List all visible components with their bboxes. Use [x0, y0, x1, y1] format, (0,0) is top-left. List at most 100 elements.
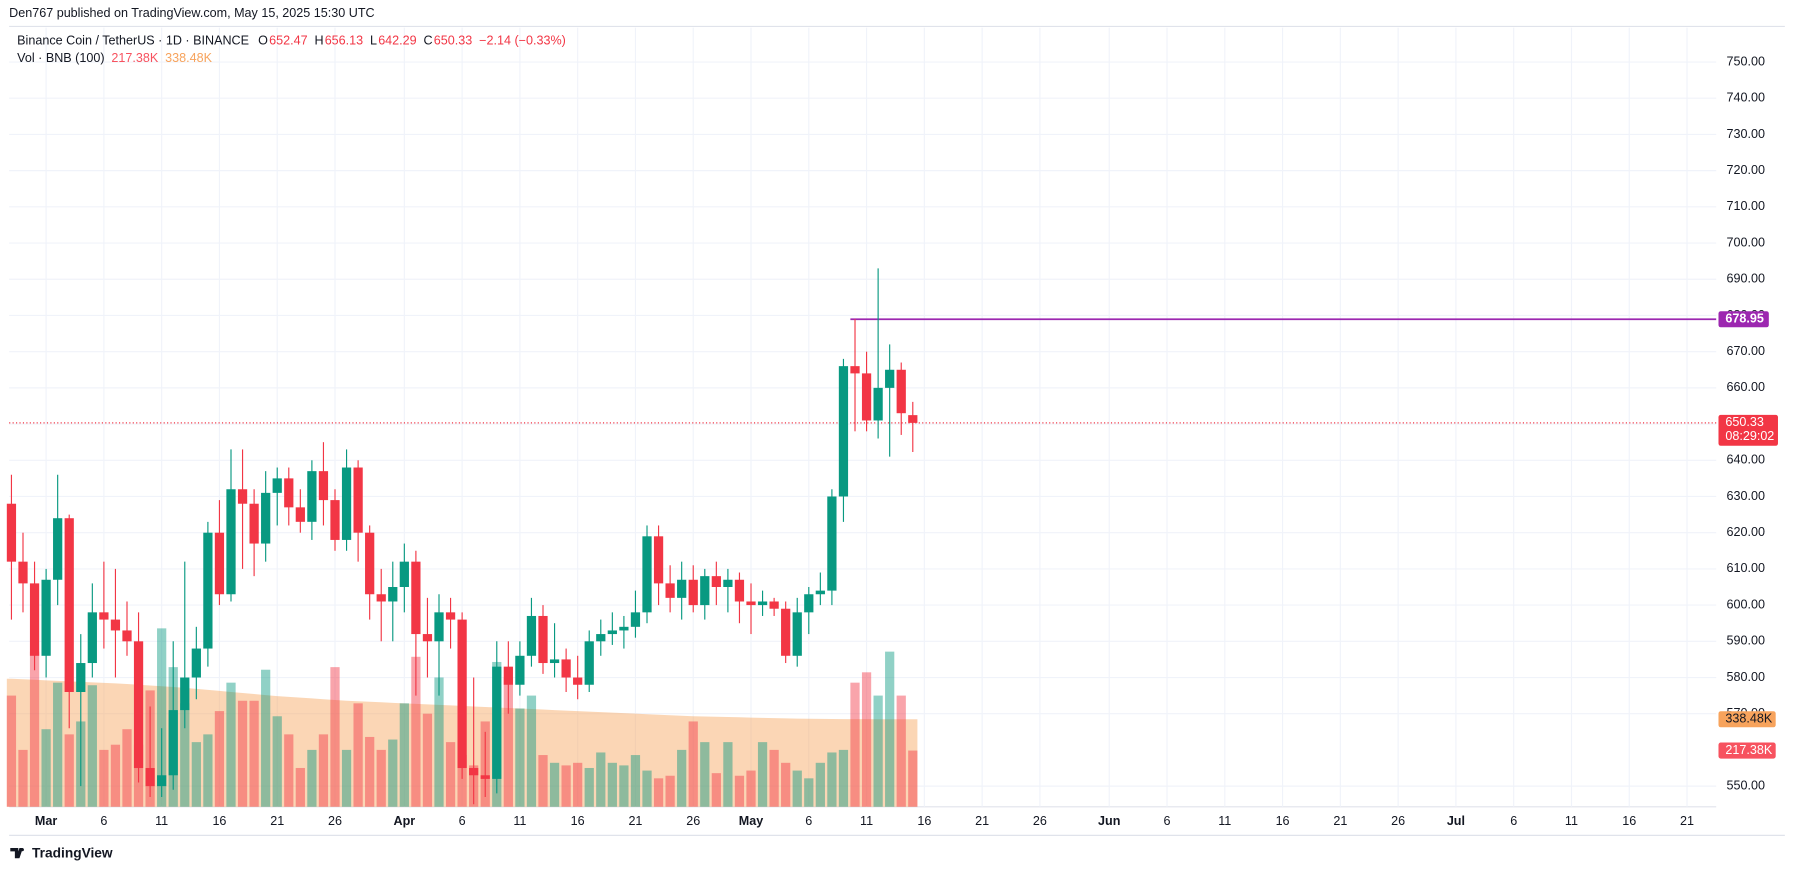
volume-name: Vol · BNB (100)	[17, 51, 104, 65]
volume-bar	[619, 765, 629, 807]
candle-body	[677, 579, 687, 598]
volume-bar	[896, 695, 906, 807]
volume-bar	[734, 775, 745, 807]
x-tick-label: 26	[1391, 814, 1405, 828]
y-tick-label: 630.00	[1726, 489, 1764, 503]
volume-bar	[122, 729, 132, 807]
tv-logo	[10, 847, 24, 859]
candle-body	[688, 579, 698, 606]
volume-bar	[757, 742, 768, 807]
volume-bar	[284, 734, 294, 807]
y-tick-label: 580.00	[1726, 670, 1764, 684]
candle-body	[792, 612, 802, 656]
y-tick-label: 640.00	[1726, 453, 1764, 467]
candle-body	[284, 478, 294, 508]
volume-bar	[6, 695, 17, 807]
volume-bar	[41, 729, 51, 807]
y-tick-label: 710.00	[1726, 199, 1764, 213]
volume-bar	[908, 750, 918, 807]
volume-badge-label: 217.38K	[1725, 743, 1772, 757]
x-tick-label: Jun	[1098, 814, 1120, 828]
volume-bar	[272, 716, 282, 807]
x-tick-label: 6	[459, 814, 466, 828]
x-tick-label: 26	[1033, 814, 1047, 828]
volume-bar	[596, 752, 606, 807]
volume-bar	[861, 672, 872, 807]
volume-bar	[180, 703, 190, 807]
legend-key: C	[424, 34, 433, 48]
volume-bar	[642, 770, 652, 807]
volume-bar	[607, 762, 617, 807]
volume-bar	[388, 739, 398, 807]
candle-body	[469, 768, 479, 776]
x-tick-label: 21	[1333, 814, 1347, 828]
volume-bar	[226, 682, 236, 807]
volume-bar	[515, 708, 525, 807]
x-tick-label: 11	[860, 814, 873, 828]
volume-value: 217.38K	[111, 51, 158, 65]
candle-body	[711, 576, 721, 588]
x-tick-label: 6	[805, 814, 812, 828]
volume-bar	[850, 682, 860, 807]
candle-body	[191, 648, 201, 678]
volume-ma-badge-label: 338.48K	[1725, 712, 1772, 726]
candle-body	[122, 630, 132, 642]
candle-body	[41, 579, 51, 656]
candle-body	[480, 775, 490, 779]
candle-body	[561, 659, 571, 678]
candle-body	[110, 619, 121, 631]
candle-body	[237, 489, 248, 504]
candle-body	[503, 666, 513, 685]
line-price-badge	[1718, 311, 1769, 328]
x-tick-label: 26	[328, 814, 342, 828]
candle-body	[769, 601, 779, 609]
volume-bar	[99, 749, 109, 807]
volume-bar	[746, 770, 756, 807]
candle-body	[538, 615, 548, 664]
volume-bar	[549, 762, 560, 807]
legend-value: 642.29	[378, 34, 416, 48]
x-tick-label: 11	[155, 814, 168, 828]
y-tick-label: 660.00	[1726, 380, 1764, 394]
x-tick-label: 16	[1622, 814, 1636, 828]
x-tick-label: 16	[917, 814, 931, 828]
candle-body	[642, 536, 652, 613]
x-tick-label: 21	[270, 814, 284, 828]
candle-body	[388, 587, 398, 602]
volume-bar	[769, 749, 779, 807]
footer-brand: TradingView	[32, 845, 113, 860]
candle-body	[781, 608, 791, 656]
x-tick-label: May	[739, 814, 763, 828]
candle-body	[457, 619, 467, 769]
x-tick-label: 21	[628, 814, 642, 828]
candle-body	[665, 583, 675, 598]
y-tick-label: 690.00	[1726, 272, 1764, 286]
volume-bar	[677, 749, 687, 807]
candle-body	[365, 532, 375, 595]
volume-bar	[64, 734, 74, 807]
y-tick-label: 550.00	[1726, 778, 1764, 792]
candle-body	[434, 612, 444, 642]
volume-bar	[203, 734, 213, 807]
volume-bar	[711, 773, 721, 807]
candle-body	[445, 612, 456, 620]
volume-bar	[457, 755, 467, 807]
y-tick-label: 610.00	[1726, 561, 1764, 575]
candle-body	[838, 366, 849, 497]
candle-body	[157, 775, 167, 787]
candle-body	[272, 478, 282, 493]
volume-bar	[318, 734, 329, 807]
volume-ma-badge	[1718, 711, 1776, 728]
last-price-badge	[1718, 414, 1778, 446]
volume-bar	[157, 628, 167, 807]
candle-body	[168, 710, 178, 776]
volume-bar	[249, 700, 259, 807]
candle-body	[619, 626, 629, 631]
legend-title: Binance Coin / TetherUS · 1D · BINANCE	[17, 34, 249, 48]
candle-body	[145, 768, 155, 787]
candle-body	[249, 503, 259, 544]
x-tick-label: 21	[1680, 814, 1694, 828]
y-tick-label: 740.00	[1726, 91, 1764, 105]
legend-key: H	[314, 34, 323, 48]
